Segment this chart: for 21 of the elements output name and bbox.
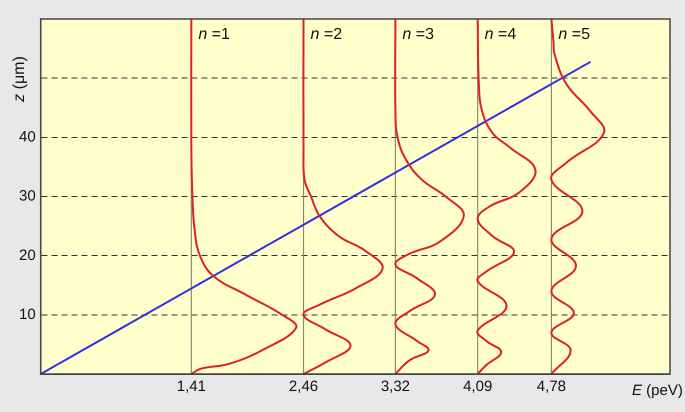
series-label: n =2 (310, 26, 342, 43)
x-axis-title: E (peV) (632, 382, 683, 399)
x-tick-label: 4,09 (463, 378, 492, 396)
x-tick-label: 3,32 (380, 378, 410, 396)
series-label: n =5 (558, 26, 590, 43)
line-series (394, 19, 465, 374)
series-label: n =4 (484, 26, 516, 43)
line-series (550, 19, 606, 374)
series-label: n =3 (402, 26, 434, 43)
x-tick-label: 2,46 (288, 378, 318, 396)
x-tick-label: 4,78 (536, 378, 566, 396)
series-label: n =1 (198, 26, 230, 43)
y-tick-label: 30 (18, 188, 36, 205)
y-tick-label: 10 (18, 306, 36, 323)
y-tick-label: 40 (18, 128, 36, 146)
y-axis-title: z (μm) (11, 56, 28, 103)
line-series (190, 19, 298, 374)
y-tick-label: 20 (18, 246, 36, 264)
line-series (302, 19, 384, 374)
line-series (476, 19, 536, 374)
x-tick-label: 1,41 (176, 378, 206, 396)
